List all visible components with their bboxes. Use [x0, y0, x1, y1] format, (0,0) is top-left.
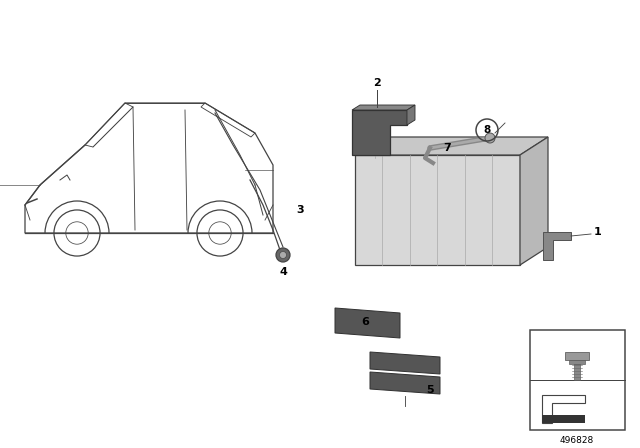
Polygon shape: [370, 352, 440, 374]
Circle shape: [280, 251, 287, 258]
Polygon shape: [352, 110, 407, 155]
Bar: [574, 364, 580, 380]
Text: 4: 4: [279, 267, 287, 277]
Text: 8: 8: [483, 125, 491, 135]
Bar: [565, 352, 589, 360]
Text: 2: 2: [373, 78, 381, 88]
Polygon shape: [355, 137, 548, 155]
Bar: [569, 360, 585, 364]
Polygon shape: [520, 137, 548, 265]
Bar: [542, 415, 585, 423]
Polygon shape: [407, 105, 415, 125]
Polygon shape: [543, 232, 571, 260]
Polygon shape: [370, 372, 440, 394]
Circle shape: [276, 248, 290, 262]
Circle shape: [485, 133, 495, 143]
Polygon shape: [335, 308, 400, 338]
Text: 1: 1: [594, 227, 602, 237]
Text: 6: 6: [361, 317, 369, 327]
Polygon shape: [352, 105, 415, 110]
Text: 3: 3: [296, 205, 304, 215]
Text: 7: 7: [443, 143, 451, 153]
Text: 5: 5: [426, 385, 434, 395]
Text: 496828: 496828: [560, 435, 594, 444]
Polygon shape: [355, 155, 520, 265]
Bar: [530, 330, 625, 430]
